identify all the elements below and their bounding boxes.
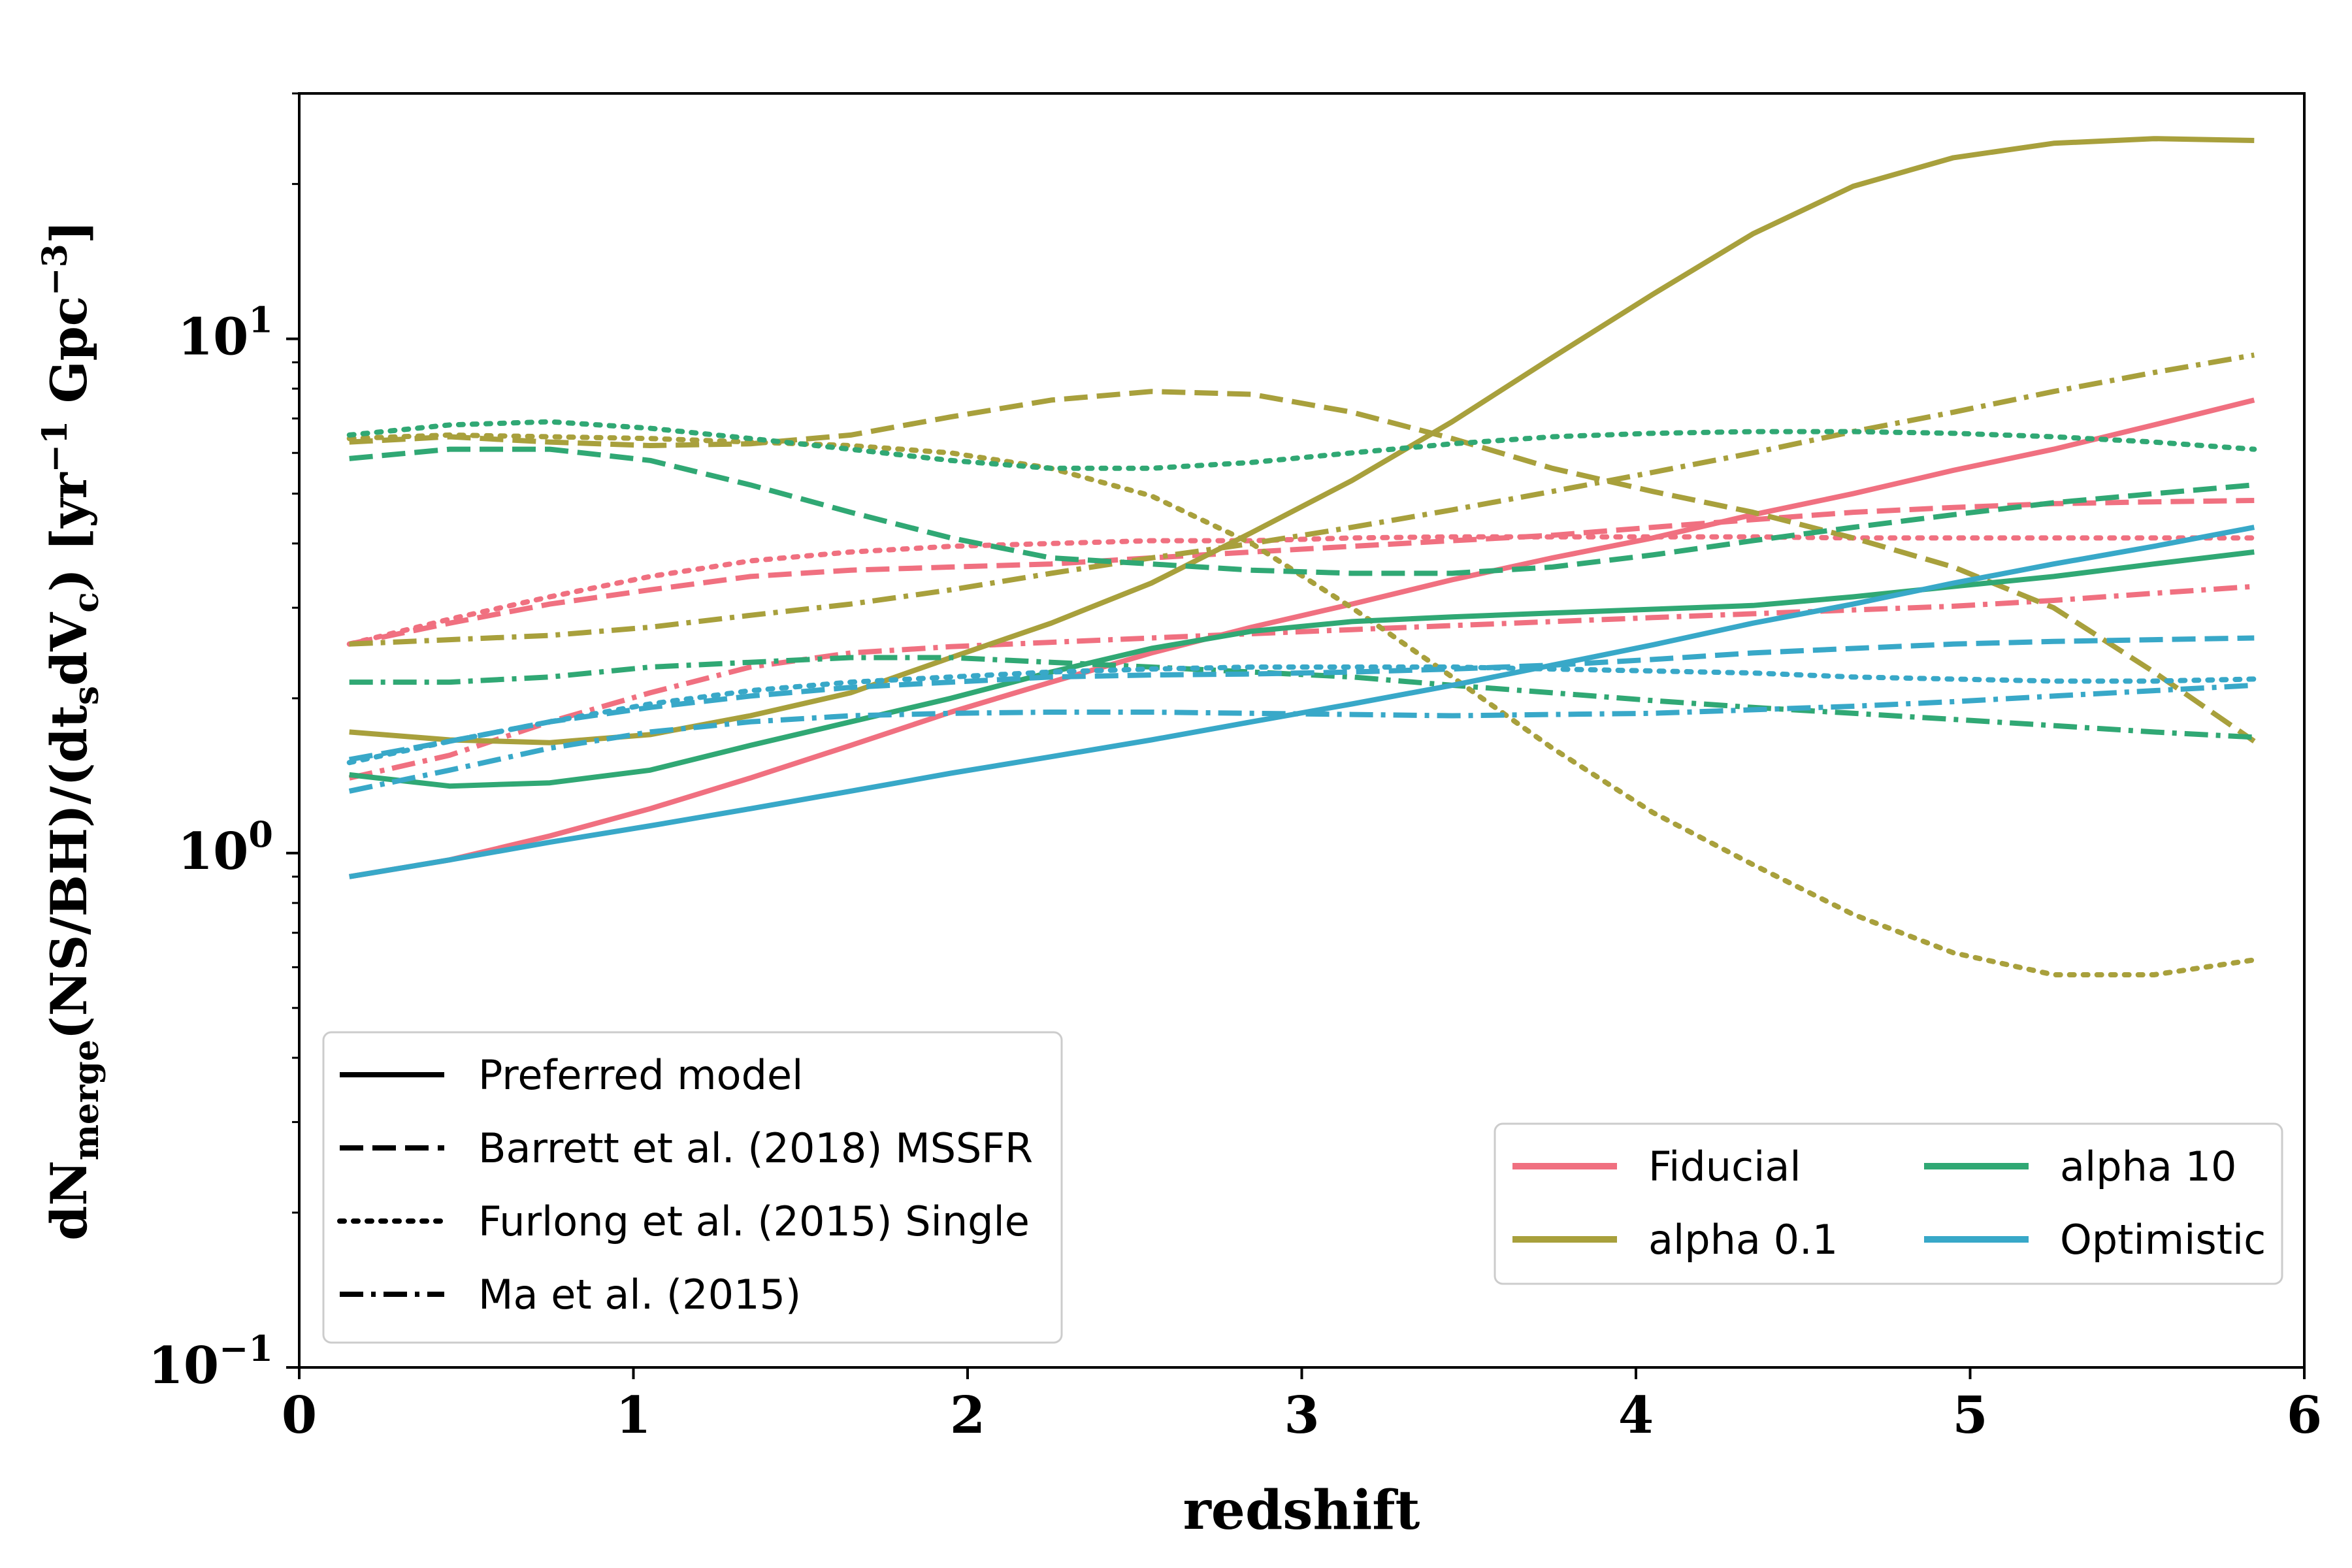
legend-models: Fiducial alpha 10 alpha 0.1 Optimistic	[1494, 1122, 2283, 1285]
series-line-fiducial-solid	[349, 397, 2255, 879]
legend-label-optimistic: Optimistic	[2060, 1216, 2266, 1264]
legend-label-dotted: Furlong et al. (2015) Single	[478, 1198, 1030, 1245]
x-tick-label: 4	[1618, 1386, 1654, 1445]
y-tick-label: 101	[178, 299, 273, 367]
legend-line-styles-box	[322, 1031, 1063, 1344]
legend-models-box	[1494, 1122, 2283, 1285]
tick-layer: 0 1 2 3 4 5 6 10−1 100 101	[148, 92, 2322, 1445]
series-line-optimistic-dotted	[346, 664, 2257, 766]
x-tick-label: 0	[282, 1386, 317, 1445]
legend-models-rows: Fiducial alpha 10 alpha 0.1 Optimistic	[1512, 1143, 2266, 1264]
legend-label-dashdot: Ma et al. (2015)	[478, 1271, 801, 1318]
legend-label-dashed: Barrett et al. (2018) MSSFR	[478, 1124, 1033, 1172]
x-tick-label: 1	[615, 1386, 651, 1445]
x-tick-label: 2	[950, 1386, 985, 1445]
legend-label-solid: Preferred model	[478, 1051, 803, 1099]
x-tick-label: 6	[2287, 1386, 2322, 1445]
series-line-fiducial-dotted	[346, 534, 2257, 647]
y-axis-title: dNmerge(NS/BH)/(dtsdVc) [yr−1 Gpc−3]	[35, 220, 106, 1241]
series-line-fiducial-dashed	[348, 498, 2255, 647]
series-line-optimistic-dashed	[348, 635, 2255, 762]
series-line-fiducial-dashdot	[348, 583, 2255, 781]
legend-label-fiducial: Fiducial	[1648, 1143, 1801, 1190]
x-tick-label: 5	[1952, 1386, 1987, 1445]
series-line-alpha-0-1-dashdot	[349, 352, 2255, 647]
series-line-alpha-10-dashed	[349, 446, 2255, 576]
y-tick-label: 100	[178, 813, 273, 881]
series-layer	[346, 136, 2257, 977]
y-tick-label: 10−1	[148, 1328, 273, 1396]
legend-label-alpha-0-1: alpha 0.1	[1648, 1216, 1838, 1264]
series-line-alpha-10-dotted	[346, 419, 2257, 471]
series-line-alpha-0-1-dashed	[349, 389, 2256, 743]
x-tick-label: 3	[1284, 1386, 1319, 1445]
legend-label-alpha-10: alpha 10	[2060, 1143, 2236, 1190]
series-line-optimistic-dashdot	[348, 682, 2255, 794]
legend-line-styles: Preferred model Barrett et al. (2018) MSS…	[322, 1031, 1063, 1344]
x-axis-title: redshift	[1183, 1479, 1420, 1542]
legend-line-styles-rows: Preferred model Barrett et al. (2018) MSS…	[337, 1051, 1033, 1318]
series-line-optimistic-solid	[349, 525, 2255, 879]
series-line-alpha-0-1-dotted	[346, 432, 2257, 977]
